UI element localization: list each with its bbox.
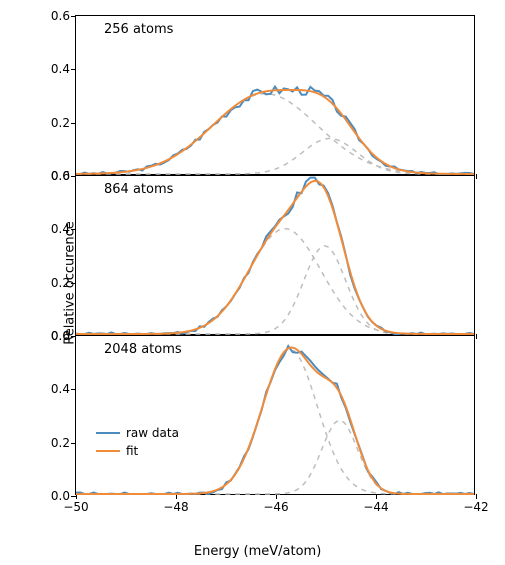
- ytick-label: 0.2: [51, 436, 70, 450]
- ytick-label: 0.4: [51, 222, 70, 236]
- x-axis-label: Energy (meV/atom): [194, 544, 321, 559]
- figure: Relative occurence Energy (meV/atom) 256…: [0, 0, 505, 565]
- xtick-label: −44: [363, 500, 388, 514]
- gaussian-component: [76, 229, 474, 334]
- chart-panel: 256 atoms0.00.20.40.6: [75, 15, 475, 175]
- fit-line: [76, 90, 474, 174]
- ytick-label: 0.4: [51, 382, 70, 396]
- ytick-label: 0.6: [51, 9, 70, 23]
- raw-data-line: [76, 87, 474, 174]
- xtick-label: −46: [263, 500, 288, 514]
- legend-item: fit: [96, 442, 179, 460]
- legend-item: raw data: [96, 424, 179, 442]
- chart-panel: 2048 atoms0.00.20.40.6−50−48−46−44−42raw…: [75, 335, 475, 495]
- fit-line: [76, 347, 474, 494]
- legend-swatch: [96, 432, 120, 434]
- gaussian-component: [76, 246, 474, 334]
- ytick-label: 0.6: [51, 169, 70, 183]
- raw-data-line: [76, 178, 474, 334]
- chart-panel: 864 atoms0.00.20.40.6: [75, 175, 475, 335]
- xtick-label: −48: [163, 500, 188, 514]
- xtick-label: −42: [463, 500, 488, 514]
- legend-label: raw data: [126, 426, 179, 440]
- ytick-label: 0.2: [51, 116, 70, 130]
- xtick-label: −50: [63, 500, 88, 514]
- ytick-label: 0.6: [51, 329, 70, 343]
- legend-swatch: [96, 450, 120, 452]
- ytick-label: 0.2: [51, 276, 70, 290]
- legend-label: fit: [126, 444, 138, 458]
- fit-line: [76, 181, 474, 334]
- legend: raw data fit: [96, 424, 179, 460]
- ytick-label: 0.4: [51, 62, 70, 76]
- gaussian-component: [76, 139, 474, 174]
- gaussian-component: [76, 94, 474, 174]
